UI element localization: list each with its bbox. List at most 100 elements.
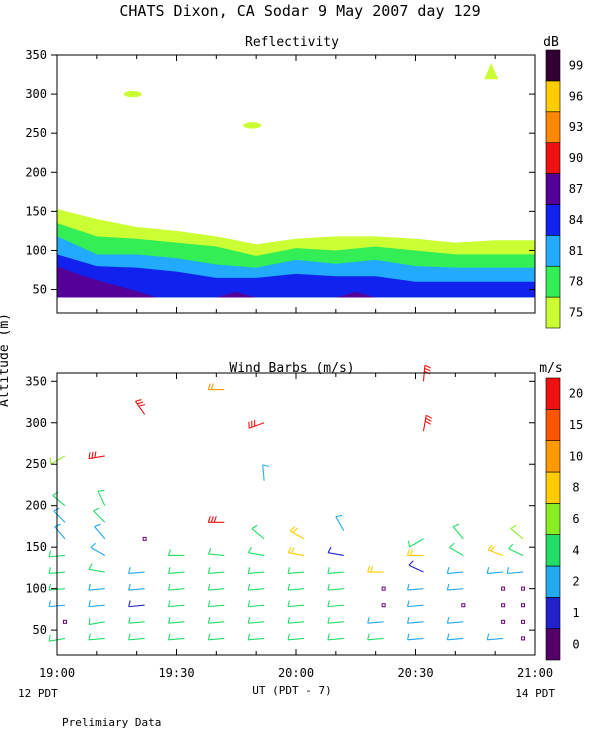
reflectivity-colorbar-swatch [545, 235, 561, 267]
wind-colorbar-swatch [545, 440, 561, 473]
wind-barb-feather [135, 399, 142, 402]
wind-barb [406, 633, 424, 641]
wind-barb-shaft [94, 526, 106, 540]
wind-barb [94, 523, 106, 540]
wind-barb-shaft [507, 571, 524, 575]
wind-barb [207, 548, 225, 557]
wind-frame [56, 372, 536, 656]
wind-barb-shaft [287, 621, 305, 624]
wind-barb-shaft [208, 637, 225, 641]
reflectivity-layer-84 [57, 254, 535, 298]
wind-barb-feather [292, 527, 298, 533]
wind-barb-feather [247, 616, 251, 624]
wind-calm-marker [461, 603, 466, 608]
wind-y-tick-label: 150 [25, 540, 47, 554]
wind-barb-feather [128, 583, 131, 591]
wind-barb-feather [94, 451, 97, 458]
x-tick-label: 20:30 [397, 666, 433, 680]
wind-barb [128, 616, 145, 624]
reflectivity-y-tick-label: 250 [25, 126, 47, 140]
wind-barb-feather [287, 600, 291, 607]
wind-barb [287, 616, 305, 624]
wind-barb-shaft [248, 552, 265, 557]
wind-barb-shaft [128, 621, 145, 624]
wind-barb-feather [290, 547, 295, 554]
wind-barb-shaft [422, 415, 427, 432]
wind-calm-marker [521, 619, 526, 624]
wind-barb-feather [88, 600, 91, 607]
wind-barb-feather [128, 567, 131, 574]
wind-barb [508, 543, 524, 556]
wind-calm-marker [142, 536, 147, 541]
wind-barb [247, 583, 265, 591]
wind-barb [247, 546, 265, 557]
wind-barb-shaft [90, 546, 106, 556]
reflectivity-echoes [123, 63, 499, 129]
wind-barb-feather [247, 633, 251, 640]
wind-barb-feather [128, 616, 131, 624]
wind-barb-feather [449, 542, 455, 548]
wind-barb-shaft [508, 548, 524, 556]
wind-barb-feather [167, 549, 171, 556]
wind-barb-feather [424, 367, 431, 372]
wind-barb [287, 583, 305, 591]
wind-barb-feather [424, 420, 432, 425]
reflectivity-y-tick-label: 300 [25, 87, 47, 101]
wind-calm-marker [521, 603, 526, 608]
wind-barb [207, 567, 225, 575]
x-tick-label: 19:30 [158, 666, 194, 680]
wind-barb [88, 451, 105, 460]
wind-barb-feather [251, 524, 258, 530]
wind-barb-feather [167, 616, 171, 624]
wind-barb [88, 583, 105, 591]
wind-barb-feather [97, 489, 105, 492]
wind-barb-shaft [447, 571, 464, 575]
wind-barb-shaft [54, 526, 66, 540]
wind-barb-shaft [408, 564, 424, 573]
wind-barb [367, 616, 384, 624]
wind-barb-feather [53, 507, 60, 512]
wind-barb-feather [207, 616, 211, 624]
wind-barb [287, 546, 305, 557]
reflectivity-colorbar-tick-label: 84 [569, 213, 583, 227]
wind-barb-shaft [407, 588, 424, 591]
wind-barb [506, 567, 524, 575]
wind-barb-shaft [248, 621, 265, 624]
reflectivity-colorbar-swatch [545, 142, 561, 174]
wind-barb-shaft [208, 604, 225, 608]
wind-barb-shaft [128, 588, 145, 591]
wind-barb-feather [370, 565, 374, 573]
wind-barb-shaft [88, 621, 105, 626]
wind-barb-feather [287, 616, 291, 624]
wind-colorbar-tick-label: 15 [569, 418, 583, 432]
wind-barb-feather [425, 417, 432, 422]
wind-calm-marker [521, 636, 526, 641]
wind-barb [406, 549, 424, 557]
reflectivity-layer-87 [57, 266, 535, 298]
wind-barb [167, 549, 185, 557]
wind-barb-shaft [97, 490, 106, 506]
wind-calm-marker [62, 619, 67, 624]
wind-barb-feather [486, 567, 490, 574]
wind-axes: 50 100 150 200 250 300 350 19:00 19:30 20:00 20:30… [25, 372, 553, 680]
wind-barb [88, 618, 105, 626]
wind-barb-shaft [288, 552, 305, 557]
wind-colorbar-tick-label: 10 [569, 449, 583, 463]
reflectivity-y-tick-label: 150 [25, 204, 47, 218]
wind-y-tick-label: 350 [25, 374, 47, 388]
wind-barb-feather [247, 567, 251, 574]
wind-colorbar-swatch [545, 377, 561, 410]
wind-colorbar-tick-label: 1 [572, 606, 579, 620]
wind-barb-shaft [367, 621, 384, 624]
wind-barb-feather [327, 546, 332, 553]
wind-barb [247, 600, 265, 608]
wind-barb-feather [327, 616, 330, 624]
wind-barb-shaft [248, 571, 265, 575]
wind-barb-shaft [407, 637, 424, 641]
wind-barb [446, 633, 464, 641]
wind-barb-feather [408, 560, 414, 566]
reflectivity-y-tick-label: 50 [33, 283, 47, 297]
reflectivity-colorbar-swatch [545, 296, 561, 329]
wind-barb-shaft [510, 528, 524, 540]
wind-barb [88, 633, 105, 641]
